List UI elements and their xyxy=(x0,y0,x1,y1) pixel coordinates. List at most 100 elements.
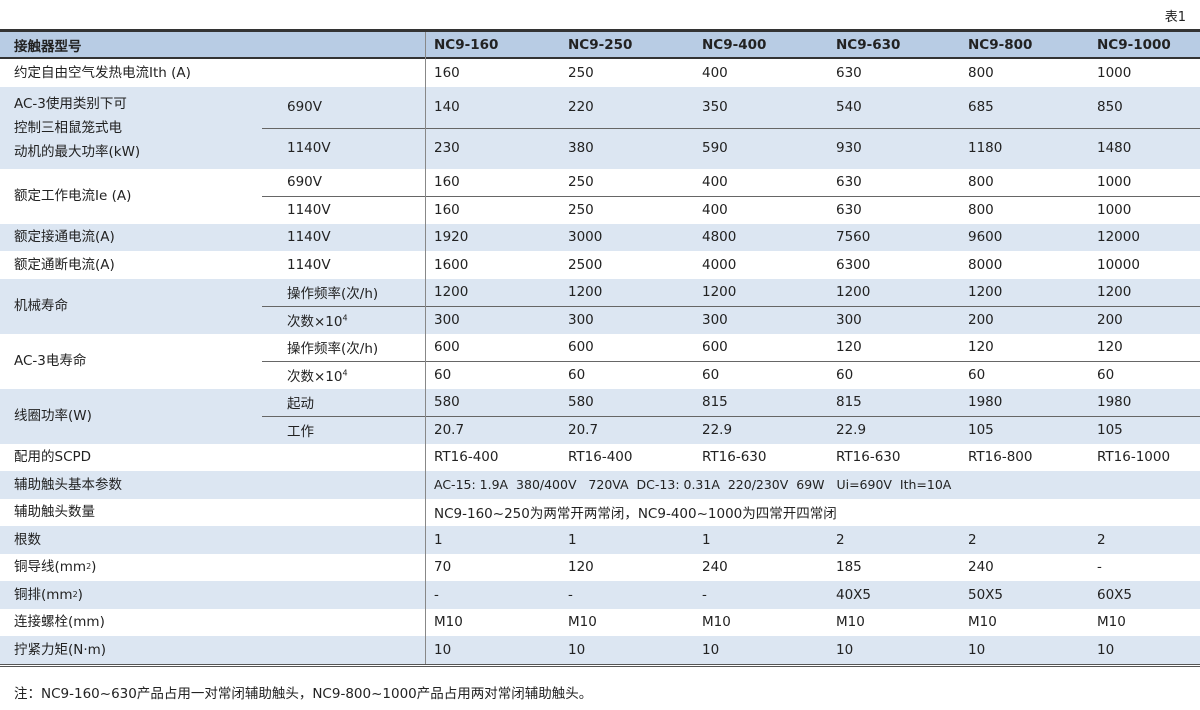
table-row: 操作频率(次/h) 600 600 600 120 120 120 xyxy=(0,334,1200,362)
table-cell: 1 xyxy=(568,531,577,548)
table-cell: 1980 xyxy=(968,394,1003,411)
table-cell: - xyxy=(434,586,439,603)
table-group: 额定接通电流(A) 1140V 1920 3000 4800 7560 9600 12000 xyxy=(0,223,1200,251)
table-cell: 240 xyxy=(702,559,728,576)
table-group: AC-3电寿命 操作频率(次/h) 600 600 600 120 120 120 次数×104… xyxy=(0,334,1200,389)
superscript: 4 xyxy=(342,313,348,323)
table-body: 约定自由空气发热电流Ith (A) 160 250 400 630 800 1000 AC-3… xyxy=(0,59,1200,664)
table-cell: 250 xyxy=(568,64,594,81)
table-cell: RT16-400 xyxy=(434,449,499,466)
table-cell: 105 xyxy=(968,421,994,438)
table-cell: 10 xyxy=(434,641,452,658)
table-cell: - xyxy=(568,586,573,603)
table-cell: 3000 xyxy=(568,229,603,246)
table-cell: RT16-630 xyxy=(702,449,767,466)
table-cell: M10 xyxy=(968,614,997,631)
table-cell: 2 xyxy=(1097,531,1106,548)
row-label: 额定通断电流(A) xyxy=(14,251,254,279)
table-cell: 800 xyxy=(968,174,994,191)
table-cell: 50X5 xyxy=(968,586,1004,603)
table-cell: 2 xyxy=(968,531,977,548)
model-header: NC9-630 xyxy=(836,36,901,53)
table-cell: 250 xyxy=(568,201,594,218)
model-header: NC9-1000 xyxy=(1097,36,1171,53)
table-cell: M10 xyxy=(1097,614,1126,631)
table-cell: 800 xyxy=(968,64,994,81)
spanning-cell: NC9-160~250为两常开两常闭，NC9-400~1000为四常开四常闭 xyxy=(434,506,837,523)
table-cell: 185 xyxy=(836,559,862,576)
table-cell: 10000 xyxy=(1097,256,1140,273)
sub-label: 1140V xyxy=(287,202,331,218)
table-group: 拧紧力矩(N·m) 10 10 10 10 10 10 xyxy=(0,636,1200,664)
table-cell: 540 xyxy=(836,99,862,115)
table-cell: 400 xyxy=(702,174,728,191)
table-cell: - xyxy=(1097,559,1102,576)
sub-label-text: 次数×10 xyxy=(287,368,343,385)
table-cell: 4800 xyxy=(702,229,737,246)
table-cell: 300 xyxy=(836,311,862,328)
table-cell: 120 xyxy=(836,339,862,356)
row-label: AC-3电寿命 xyxy=(14,334,254,389)
table-row: 1140V 230 380 590 930 1180 1480 xyxy=(0,127,1200,169)
table-cell: 10 xyxy=(836,641,854,658)
table-cell: 685 xyxy=(968,99,994,115)
table-row: 1140V 1600 2500 4000 6300 8000 10000 xyxy=(0,251,1200,279)
model-header: NC9-800 xyxy=(968,36,1033,53)
table-cell: 1 xyxy=(702,531,711,548)
row-label: 约定自由空气发热电流Ith (A) xyxy=(14,59,254,87)
table-cell: M10 xyxy=(702,614,731,631)
row-label-text: 机械寿命 xyxy=(14,298,68,314)
row-label-text: 约定自由空气发热电流Ith (A) xyxy=(14,64,191,81)
table-group: 额定通断电流(A) 1140V 1600 2500 4000 6300 8000 10000 xyxy=(0,251,1200,279)
table-cell: 1200 xyxy=(1097,284,1132,301)
row-label-tail: ) xyxy=(91,559,97,576)
table-group: 线圈功率(W) 起动 580 580 815 815 1980 1980 工作 20.7 20.7 2… xyxy=(0,388,1200,444)
table-group: 铜导线(mm 2) 70 120 240 185 240 - xyxy=(0,554,1200,582)
table-cell: M10 xyxy=(568,614,597,631)
table-cell: 1200 xyxy=(434,284,469,301)
table-cell: - xyxy=(702,586,707,603)
row-label: 连接螺栓(mm) xyxy=(14,609,254,637)
row-label-tail: ) xyxy=(77,586,83,603)
table-cell: M10 xyxy=(434,614,463,631)
sub-label: 次数×104 xyxy=(287,310,348,330)
table-row: 70 120 240 185 240 - xyxy=(0,554,1200,582)
table-cell: 2500 xyxy=(568,256,603,273)
table-cell: 40X5 xyxy=(836,586,872,603)
table-group: 根数 1 1 1 2 2 2 xyxy=(0,526,1200,554)
table-cell: 350 xyxy=(702,99,728,115)
table-cell: 120 xyxy=(1097,339,1123,356)
spanning-cell: AC-15: 1.9A 380/400V 720VA DC-13: 0.31A … xyxy=(434,477,952,493)
table-cell: 10 xyxy=(702,641,720,658)
sub-label: 1140V xyxy=(287,140,331,156)
table-group: 辅助触头基本参数 AC-15: 1.9A 380/400V 720VA DC-13… xyxy=(0,471,1200,499)
table-cell: 160 xyxy=(434,64,460,81)
row-label-text: 额定接通电流(A) xyxy=(14,229,115,246)
row-label-text: 连接螺栓(mm) xyxy=(14,614,105,631)
sub-label: 次数×104 xyxy=(287,365,348,385)
table-row: 操作频率(次/h) 1200 1200 1200 1200 1200 1200 xyxy=(0,279,1200,307)
table-cell: 12000 xyxy=(1097,229,1140,246)
table-cell: 60 xyxy=(434,366,452,383)
table-cell: 20.7 xyxy=(434,421,465,438)
table-cell: M10 xyxy=(836,614,865,631)
table-cell: 60 xyxy=(702,366,720,383)
sub-label: 1140V xyxy=(287,229,331,245)
table-cell: 105 xyxy=(1097,421,1123,438)
table-cell: 70 xyxy=(434,559,452,576)
table-cell: 1000 xyxy=(1097,201,1132,218)
table-cell: 400 xyxy=(702,64,728,81)
row-label: 铜导线(mm 2) xyxy=(14,554,254,582)
sub-label: 工作 xyxy=(287,420,314,440)
table-row: 次数×104 300 300 300 300 200 200 xyxy=(0,306,1200,334)
table-cell: 6300 xyxy=(836,256,871,273)
table-cell: 1920 xyxy=(434,229,469,246)
row-label: 辅助触头数量 xyxy=(14,499,254,527)
superscript: 2 xyxy=(86,562,92,572)
sub-label-text: 690V xyxy=(287,99,323,115)
table-cell: 60X5 xyxy=(1097,586,1133,603)
table-row: 10 10 10 10 10 10 xyxy=(0,636,1200,664)
row-label: 铜排(mm 2) xyxy=(14,581,254,609)
table-cell: 600 xyxy=(702,339,728,356)
table-group: 配用的SCPD RT16-400 RT16-400 RT16-630 RT16-630 R… xyxy=(0,444,1200,472)
